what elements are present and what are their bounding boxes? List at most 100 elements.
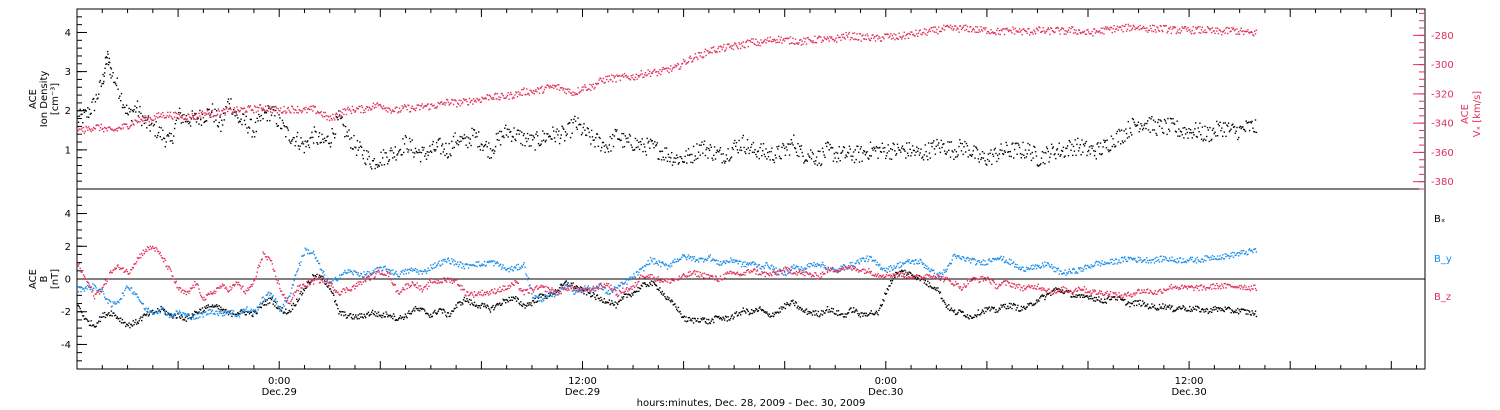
data-point	[1136, 124, 1139, 126]
data-point	[960, 311, 963, 313]
data-point	[1029, 302, 1032, 304]
data-point	[446, 157, 449, 159]
data-point	[265, 109, 268, 112]
data-point	[553, 293, 556, 295]
data-point	[869, 312, 871, 314]
data-point	[990, 308, 992, 310]
data-point	[403, 273, 405, 275]
data-point	[513, 267, 515, 269]
data-point	[213, 312, 215, 315]
data-point	[167, 134, 169, 136]
data-point	[532, 296, 534, 299]
data-point	[652, 70, 654, 73]
data-point	[93, 98, 95, 100]
data-point	[1149, 306, 1151, 309]
data-point	[396, 273, 398, 275]
data-point	[469, 303, 471, 306]
data-point	[366, 273, 368, 275]
data-point	[855, 158, 857, 161]
data-point	[1141, 129, 1144, 131]
data-point	[302, 255, 305, 257]
data-point	[954, 149, 956, 151]
data-point	[842, 146, 845, 148]
data-point	[1088, 146, 1091, 148]
data-point	[1225, 27, 1227, 30]
data-point	[368, 106, 370, 108]
data-point	[805, 43, 808, 45]
data-point	[609, 78, 611, 81]
data-point	[1110, 135, 1113, 137]
data-point	[1017, 142, 1019, 145]
data-point	[301, 255, 304, 257]
data-point	[222, 112, 225, 114]
data-point	[823, 36, 825, 38]
data-point	[268, 297, 270, 299]
data-point	[822, 40, 824, 42]
data-point	[152, 125, 155, 127]
data-point	[292, 302, 295, 305]
data-point	[1241, 308, 1243, 310]
data-point	[494, 92, 497, 95]
data-point	[727, 148, 729, 150]
data-point	[594, 86, 596, 89]
data-point	[1210, 308, 1212, 310]
data-point	[425, 270, 427, 272]
data-point	[807, 36, 809, 39]
data-point	[553, 130, 555, 132]
data-point	[917, 32, 920, 34]
data-point	[713, 50, 716, 52]
data-point	[377, 104, 380, 107]
data-point	[676, 154, 678, 156]
data-point	[77, 286, 79, 289]
data-point	[780, 36, 782, 38]
data-point	[562, 127, 564, 129]
data-point	[876, 147, 878, 149]
data-point	[141, 120, 144, 122]
data-point	[217, 126, 220, 128]
data-point	[444, 104, 446, 106]
data-point	[737, 314, 739, 316]
data-point	[499, 263, 502, 266]
data-point	[91, 128, 93, 130]
data-point	[991, 163, 993, 166]
data-point	[1243, 33, 1245, 36]
data-point	[578, 92, 580, 94]
data-point	[680, 313, 682, 315]
data-point	[77, 129, 80, 132]
data-point	[182, 312, 184, 314]
data-point	[784, 154, 787, 156]
data-point	[921, 34, 923, 36]
data-point	[1057, 153, 1060, 155]
data-point	[563, 283, 565, 285]
data-point	[88, 324, 91, 327]
data-point	[504, 267, 506, 269]
data-point	[891, 280, 894, 282]
data-point	[208, 306, 210, 308]
data-point	[555, 131, 557, 133]
data-point	[705, 322, 707, 324]
data-point	[940, 30, 942, 33]
data-point	[616, 129, 618, 131]
data-point	[83, 318, 86, 320]
data-point	[296, 300, 299, 303]
data-point	[1129, 30, 1131, 32]
data-point	[379, 266, 381, 268]
data-point	[1166, 306, 1168, 308]
data-point	[1174, 130, 1177, 132]
data-point	[840, 313, 842, 315]
data-point	[181, 314, 183, 316]
data-point	[691, 153, 693, 156]
data-point	[782, 39, 784, 41]
data-point	[481, 96, 483, 98]
data-point	[1136, 27, 1139, 29]
data-point	[664, 68, 666, 70]
data-point	[270, 107, 273, 109]
data-point	[681, 160, 684, 163]
data-point	[522, 134, 525, 137]
data-point	[286, 312, 289, 314]
data-point	[808, 38, 810, 41]
data-point	[764, 38, 766, 41]
data-point	[775, 157, 777, 159]
data-point	[453, 308, 455, 310]
data-point	[321, 279, 323, 281]
